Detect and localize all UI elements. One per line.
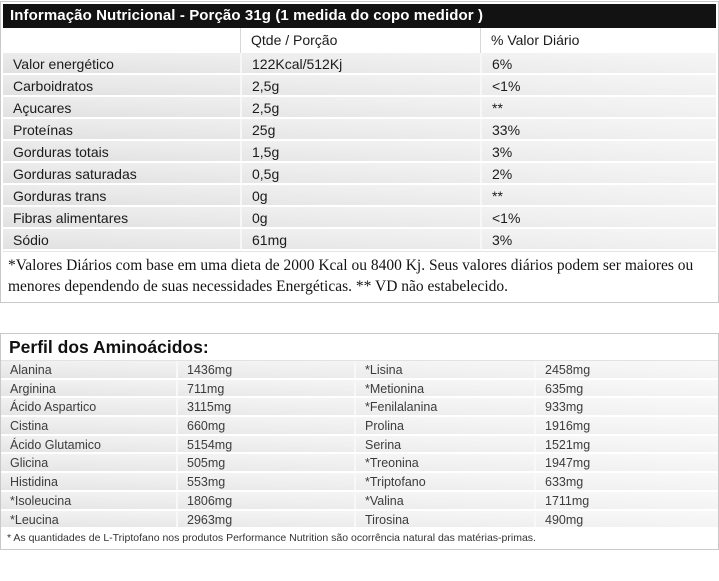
amino-row: Arginina 711mg *Metionina 635mg	[1, 379, 718, 399]
amino-acids-table: Perfil dos Aminoácidos: Alanina 1436mg *…	[0, 333, 719, 551]
amino-value-left: 711mg	[176, 379, 354, 397]
nutrient-daily-value: <1%	[480, 207, 716, 227]
amino-name-left: *Isoleucina	[10, 493, 72, 508]
amino-name-right: *Fenilalanina	[354, 398, 534, 416]
amino-name-right: Tirosina	[354, 510, 534, 528]
amino-name-left: *Leucina	[10, 512, 59, 527]
amino-name-left: Glicina	[10, 456, 49, 471]
nutrient-daily-value: 6%	[480, 53, 716, 73]
amino-name-left: Cistina	[10, 419, 49, 434]
amino-name-right: *Treonina	[354, 454, 534, 472]
amino-row: *Leucina 2963mg Tirosina 490mg	[1, 510, 718, 530]
amino-name-right: *Lisina	[354, 361, 534, 378]
amino-value-left: 505mg	[176, 454, 354, 472]
nutrition-facts-table: Informação Nutricional - Porção 31g (1 m…	[0, 1, 719, 303]
amino-name-right: *Metionina	[354, 379, 534, 397]
amino-name-right: *Valina	[354, 491, 534, 509]
amino-value-left: 553mg	[176, 473, 354, 490]
amino-value-right: 2458mg	[534, 361, 718, 378]
amino-name-left: Ácido Aspartico	[10, 400, 97, 415]
nutrient-daily-value: 3%	[480, 229, 716, 249]
nutrient-quantity: 122Kcal/512Kj	[240, 53, 480, 73]
nutrition-row: Açucares 2,5g **	[3, 97, 716, 119]
nutrient-quantity: 0g	[240, 207, 480, 227]
amino-value-left: 1806mg	[176, 491, 354, 509]
amino-value-right: 490mg	[534, 510, 718, 528]
column-header-qty-per-serving: Qtde / Porção	[240, 28, 480, 53]
nutrition-row: Fibras alimentares 0g <1%	[3, 207, 716, 229]
amino-row: Histidina 553mg *Triptofano 633mg	[1, 473, 718, 492]
amino-row: Ácido Aspartico 3115mg *Fenilalanina 933…	[1, 398, 718, 418]
amino-name-left: Arginina	[10, 381, 56, 396]
nutrient-quantity: 2,5g	[240, 75, 480, 95]
amino-value-left: 5154mg	[176, 435, 354, 453]
amino-value-right: 1947mg	[534, 454, 718, 472]
amino-row: Ácido Glutamico 5154mg Serina 1521mg	[1, 435, 718, 455]
nutrition-title-bar: Informação Nutricional - Porção 31g (1 m…	[3, 4, 716, 28]
nutrient-quantity: 0g	[240, 185, 480, 205]
nutrient-name: Gorduras saturadas	[13, 166, 137, 182]
nutrition-row: Carboidratos 2,5g <1%	[3, 75, 716, 97]
nutrient-daily-value: **	[480, 185, 716, 205]
amino-value-left: 3115mg	[176, 398, 354, 416]
nutrient-daily-value: **	[480, 97, 716, 117]
nutrient-name: Gorduras totais	[13, 144, 109, 160]
amino-value-right: 1711mg	[534, 491, 718, 509]
amino-row: Glicina 505mg *Treonina 1947mg	[1, 454, 718, 474]
nutrition-row: Valor energético 122Kcal/512Kj 6%	[3, 53, 716, 75]
nutrient-name: Valor energético	[13, 56, 114, 72]
nutrition-row: Gorduras totais 1,5g 3%	[3, 141, 716, 163]
nutrition-row: Sódio 61mg 3%	[3, 229, 716, 251]
nutrient-name: Gorduras trans	[13, 188, 107, 204]
amino-name-right: Prolina	[354, 417, 534, 434]
nutrient-daily-value: <1%	[480, 75, 716, 95]
nutrient-daily-value: 2%	[480, 163, 716, 183]
amino-row: Cistina 660mg Prolina 1916mg	[1, 417, 718, 436]
nutrition-column-headers: Qtde / Porção % Valor Diário	[3, 28, 716, 53]
nutrient-daily-value: 3%	[480, 141, 716, 161]
nutrient-name: Sódio	[13, 232, 49, 248]
amino-value-right: 1916mg	[534, 417, 718, 434]
amino-row: Alanina 1436mg *Lisina 2458mg	[1, 361, 718, 380]
amino-name-left: Histidina	[10, 475, 58, 490]
nutrition-row: Gorduras saturadas 0,5g 2%	[3, 163, 716, 185]
nutrient-quantity: 25g	[240, 119, 480, 139]
tryptophan-footnote: * As quantidades de L-Triptofano nos pro…	[1, 529, 718, 550]
amino-value-right: 933mg	[534, 398, 718, 416]
nutrition-row: Gorduras trans 0g **	[3, 185, 716, 207]
nutrient-quantity: 1,5g	[240, 141, 480, 161]
amino-value-left: 2963mg	[176, 510, 354, 528]
nutrient-quantity: 2,5g	[240, 97, 480, 117]
nutrition-row: Proteínas 25g 33%	[3, 119, 716, 141]
column-header-blank	[3, 28, 240, 53]
amino-value-right: 1521mg	[534, 435, 718, 453]
nutrient-name: Açucares	[13, 100, 72, 116]
amino-value-right: 633mg	[534, 473, 718, 490]
nutrient-quantity: 61mg	[240, 229, 480, 249]
amino-name-right: Serina	[354, 435, 534, 453]
daily-values-footnote: *Valores Diários com base em uma dieta d…	[3, 251, 716, 302]
nutrient-name: Proteínas	[13, 122, 73, 138]
amino-profile-title: Perfil dos Aminoácidos:	[1, 334, 718, 361]
amino-row: *Isoleucina 1806mg *Valina 1711mg	[1, 491, 718, 511]
nutrient-quantity: 0,5g	[240, 163, 480, 183]
amino-name-right: *Triptofano	[354, 473, 534, 490]
amino-value-left: 1436mg	[176, 361, 354, 378]
nutrient-name: Fibras alimentares	[13, 210, 129, 226]
amino-name-left: Ácido Glutamico	[10, 437, 102, 452]
nutrient-name: Carboidratos	[13, 78, 94, 94]
column-header-daily-value: % Valor Diário	[480, 28, 716, 53]
nutrient-daily-value: 33%	[480, 119, 716, 139]
amino-value-left: 660mg	[176, 417, 354, 434]
amino-name-left: Alanina	[10, 363, 52, 377]
amino-value-right: 635mg	[534, 379, 718, 397]
